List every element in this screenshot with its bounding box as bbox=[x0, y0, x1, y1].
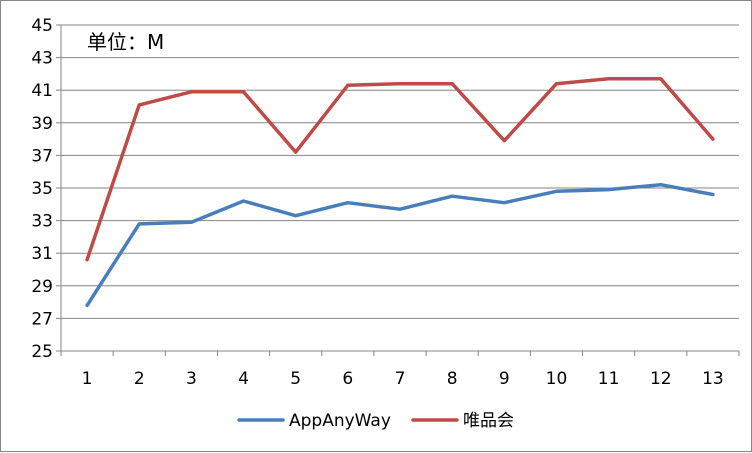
x-tick-label: 4 bbox=[238, 369, 249, 389]
data-point bbox=[450, 194, 454, 198]
x-tick-label: 7 bbox=[395, 369, 406, 389]
y-axis-tick-labels: 25 27 29 31 33 35 37 39 41 43 45 bbox=[31, 16, 53, 362]
data-point bbox=[502, 201, 506, 205]
y-tick-label: 41 bbox=[31, 81, 53, 101]
data-point bbox=[398, 82, 402, 86]
series-lines bbox=[85, 77, 715, 308]
y-tick-label: 25 bbox=[31, 342, 53, 362]
data-point bbox=[398, 207, 402, 211]
data-point bbox=[659, 183, 663, 187]
y-tick-label: 31 bbox=[31, 244, 53, 264]
axes bbox=[56, 24, 740, 356]
x-tick-label: 1 bbox=[82, 369, 93, 389]
x-tick-label: 12 bbox=[650, 369, 672, 389]
data-point bbox=[189, 220, 193, 224]
data-point bbox=[346, 201, 350, 205]
x-tick-label: 10 bbox=[546, 369, 568, 389]
data-point bbox=[294, 150, 298, 154]
data-point bbox=[294, 214, 298, 218]
x-axis-tick-labels: 1 2 3 4 5 6 7 8 9 10 11 12 13 bbox=[82, 369, 724, 389]
y-tick-label: 45 bbox=[31, 16, 53, 36]
data-point bbox=[346, 83, 350, 87]
data-point bbox=[137, 103, 141, 107]
x-tick-label: 11 bbox=[598, 369, 620, 389]
data-point bbox=[85, 303, 89, 307]
x-tick-label: 5 bbox=[290, 369, 301, 389]
y-tick-label: 39 bbox=[31, 114, 53, 134]
data-point bbox=[502, 139, 506, 143]
data-point bbox=[242, 199, 246, 203]
y-tick-label: 35 bbox=[31, 179, 53, 199]
series-line-2 bbox=[85, 77, 715, 262]
series-line-1 bbox=[85, 182, 715, 308]
y-tick-label: 29 bbox=[31, 277, 53, 297]
data-point bbox=[189, 90, 193, 94]
unit-label: 单位：M bbox=[87, 30, 164, 54]
y-tick-label: 33 bbox=[31, 212, 53, 232]
data-point bbox=[659, 77, 663, 81]
data-point bbox=[450, 82, 454, 86]
data-point bbox=[711, 137, 715, 141]
y-tick-label: 37 bbox=[31, 146, 53, 166]
y-tick-label: 27 bbox=[31, 309, 53, 329]
x-tick-label: 2 bbox=[134, 369, 145, 389]
x-tick-label: 6 bbox=[342, 369, 353, 389]
y-tick-label: 43 bbox=[31, 49, 53, 69]
data-point bbox=[554, 189, 558, 193]
data-point bbox=[607, 77, 611, 81]
x-tick-label: 8 bbox=[447, 369, 458, 389]
data-point bbox=[137, 222, 141, 226]
data-point bbox=[242, 90, 246, 94]
data-point bbox=[85, 258, 89, 262]
x-tick-label: 9 bbox=[499, 369, 510, 389]
data-point bbox=[554, 82, 558, 86]
legend-label: AppAnyWay bbox=[289, 411, 391, 431]
x-tick-label: 3 bbox=[186, 369, 197, 389]
gridlines bbox=[61, 24, 739, 319]
x-tick-label: 13 bbox=[702, 369, 724, 389]
data-point bbox=[607, 188, 611, 192]
legend-label: 唯品会 bbox=[463, 411, 514, 431]
legend: AppAnyWay 唯品会 bbox=[237, 411, 514, 431]
data-point bbox=[711, 193, 715, 197]
